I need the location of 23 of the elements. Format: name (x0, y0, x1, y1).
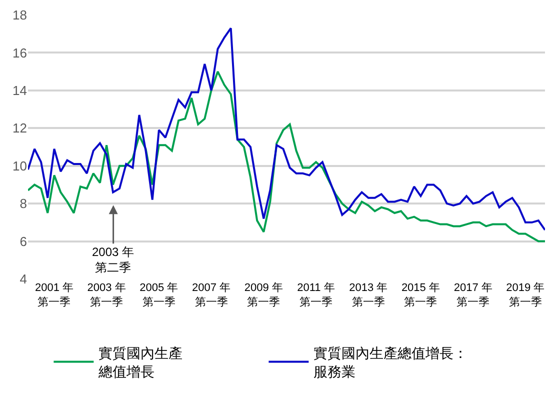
y-tick-label: 16 (12, 45, 27, 60)
x-tick-label: 2009 年第一季 (244, 282, 283, 308)
y-tick-label: 18 (12, 8, 27, 23)
legend-label: 實質國內生產總值增長：服務業 (314, 345, 468, 380)
y-tick-label: 10 (12, 158, 27, 174)
x-tick-label: 2013 年第一季 (349, 282, 388, 308)
line-series (28, 70, 545, 242)
x-tick-label: 2001 年第一季 (34, 282, 74, 308)
line-series (28, 27, 545, 231)
x-tick-label: 2003 年第一季 (87, 282, 126, 308)
y-tick-label: 12 (12, 120, 27, 136)
x-tick-label: 2011 年第一季 (297, 282, 335, 308)
x-tick-label: 2007 年第一季 (192, 282, 231, 308)
x-tick-label: 2015 年第一季 (401, 282, 440, 308)
y-tick-label: 14 (12, 82, 27, 98)
y-tick-label: 6 (20, 234, 27, 249)
x-tick-label: 2019 年第一季 (506, 282, 545, 308)
x-tick-label: 2005 年第一季 (140, 282, 178, 308)
legend-label: 實質國內生產總值增長 (98, 345, 183, 380)
y-tick-label: 4 (20, 272, 27, 287)
x-tick-label: 2017 年第一季 (454, 282, 492, 308)
annotation: 2003 年第二季 (92, 245, 134, 275)
y-tick-label: 8 (20, 196, 27, 212)
